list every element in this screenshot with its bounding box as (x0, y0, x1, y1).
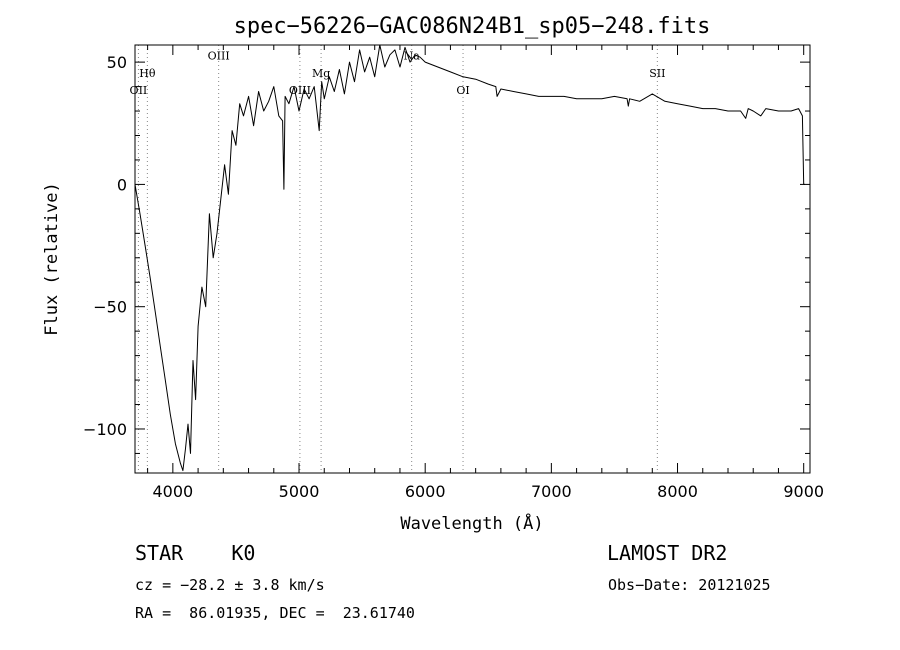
line-marker-label: Hθ (139, 67, 156, 80)
x-tick-label: 7000 (531, 482, 572, 501)
survey-name: LAMOST DR2 (607, 541, 728, 565)
line-marker-label: Na (404, 50, 421, 63)
line-marker-label: Mg (312, 67, 330, 80)
x-tick-label: 4000 (152, 482, 193, 501)
obs-date: Obs−Date: 20121025 (608, 576, 771, 594)
line-marker-label: OI (456, 84, 469, 97)
chart-title: spec−56226−GAC086N24B1_sp05−248.fits (234, 14, 711, 39)
y-tick-label: −50 (93, 298, 127, 317)
y-tick-label: 50 (107, 53, 127, 72)
coordinates: RA = 86.01935, DEC = 23.61740 (135, 604, 415, 622)
spectrum-series (134, 44, 805, 472)
x-tick-label: 8000 (657, 482, 698, 501)
axes-layer: 4000 5000 6000 7000 8000 9000 −100 −50 0 50 (83, 45, 824, 501)
y-axis-label: Flux (relative) (42, 182, 62, 336)
plot-frame (134, 44, 811, 474)
y-tick-label: −100 (83, 420, 127, 439)
x-tick-label: 5000 (279, 482, 320, 501)
line-marker-label: OII (130, 84, 148, 97)
y-tick-label: 0 (117, 175, 127, 194)
line-marker-label: SII (649, 67, 665, 80)
x-tick-label: 9000 (783, 482, 824, 501)
x-tick-label: 6000 (405, 482, 446, 501)
x-axis-label: Wavelength (Å) (400, 512, 543, 534)
line-marker-label: OIII (208, 50, 230, 63)
spectral-class: STAR K0 (135, 541, 256, 565)
redshift-velocity: cz = −28.2 ± 3.8 km/s (135, 576, 325, 594)
